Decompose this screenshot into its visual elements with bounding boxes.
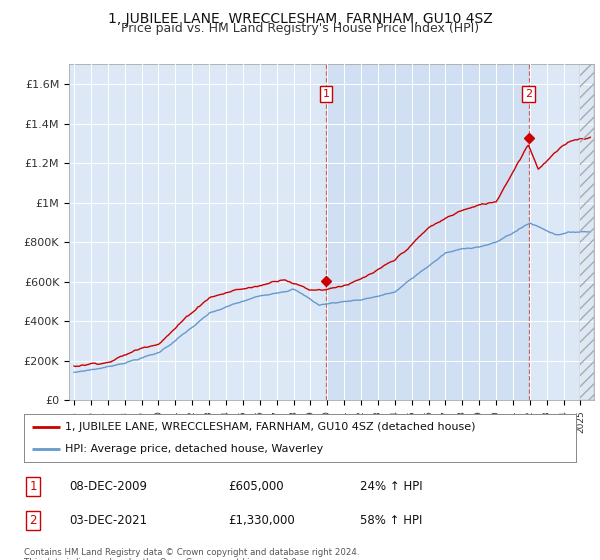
- Text: 24% ↑ HPI: 24% ↑ HPI: [360, 480, 422, 493]
- Text: 1: 1: [29, 480, 37, 493]
- Text: £605,000: £605,000: [228, 480, 284, 493]
- Text: Contains HM Land Registry data © Crown copyright and database right 2024.
This d: Contains HM Land Registry data © Crown c…: [24, 548, 359, 560]
- Text: 2: 2: [525, 89, 532, 99]
- Text: 2: 2: [29, 514, 37, 527]
- Bar: [326, 64, 529, 400]
- Text: 03-DEC-2021: 03-DEC-2021: [69, 514, 147, 527]
- Text: 1, JUBILEE LANE, WRECCLESHAM, FARNHAM, GU10 4SZ (detached house): 1, JUBILEE LANE, WRECCLESHAM, FARNHAM, G…: [65, 422, 476, 432]
- Text: 1: 1: [322, 89, 329, 99]
- Text: Price paid vs. HM Land Registry's House Price Index (HPI): Price paid vs. HM Land Registry's House …: [121, 22, 479, 35]
- Text: HPI: Average price, detached house, Waverley: HPI: Average price, detached house, Wave…: [65, 444, 323, 454]
- Text: £1,330,000: £1,330,000: [228, 514, 295, 527]
- Text: 58% ↑ HPI: 58% ↑ HPI: [360, 514, 422, 527]
- Text: 1, JUBILEE LANE, WRECCLESHAM, FARNHAM, GU10 4SZ: 1, JUBILEE LANE, WRECCLESHAM, FARNHAM, G…: [107, 12, 493, 26]
- Text: 08-DEC-2009: 08-DEC-2009: [69, 480, 147, 493]
